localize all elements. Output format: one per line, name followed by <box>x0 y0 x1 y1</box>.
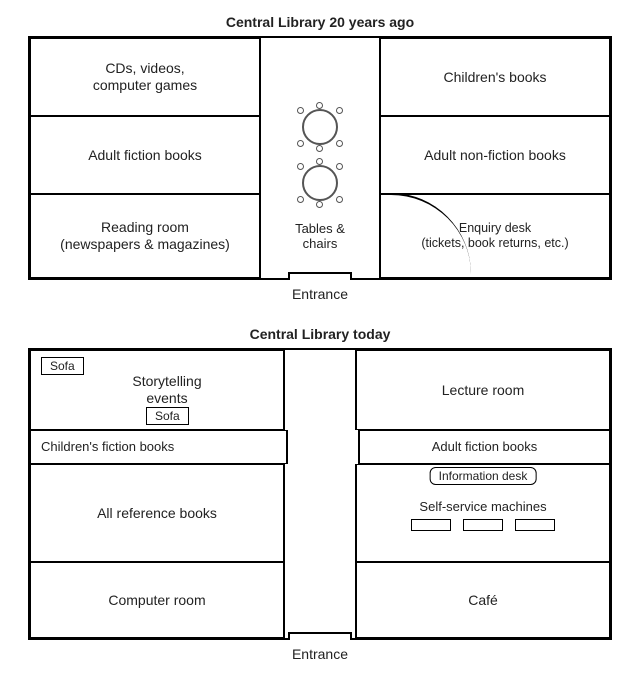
sofa-label: Sofa <box>41 357 84 375</box>
label-anonfic: Adult non-fiction books <box>424 147 566 164</box>
entrance-notch <box>288 632 352 640</box>
past-floorplan: CDs, videos, computer games Children's b… <box>28 36 612 280</box>
entrance-notch <box>288 272 352 280</box>
label-reading: Reading room (newspapers & magazines) <box>60 219 230 253</box>
today-floorplan: Sofa Storytelling events Sofa Lecture ro… <box>28 348 612 640</box>
room-adult-fiction: Adult fiction books <box>30 116 260 194</box>
today-entrance-label: Entrance <box>8 646 632 662</box>
room-childrens-books: Children's books <box>380 38 610 116</box>
center-corridor <box>284 464 356 562</box>
room-childrens-fiction: Children's fiction books <box>30 430 287 464</box>
label-childrens: Children's books <box>443 69 546 86</box>
label-computer: Computer room <box>108 592 205 609</box>
past-entrance-label: Entrance <box>8 286 632 302</box>
center-tables-area <box>260 116 380 194</box>
label-cds: CDs, videos, computer games <box>93 60 197 94</box>
tables-and-chairs <box>302 101 338 209</box>
label-afiction: Adult fiction books <box>88 147 202 164</box>
label-cafe: Café <box>468 592 498 609</box>
label-afic-today: Adult fiction books <box>432 439 538 455</box>
room-cafe: Café <box>356 562 610 638</box>
machine-icon <box>463 519 503 531</box>
tables-chairs-label: Tables & chairs <box>295 221 345 251</box>
label-child-fic: Children's fiction books <box>41 439 174 455</box>
sofa-label: Sofa <box>146 407 189 425</box>
center-corridor <box>284 562 356 638</box>
machine-icon <box>515 519 555 531</box>
label-storytelling: Storytelling events <box>132 373 201 407</box>
label-allref: All reference books <box>97 505 217 522</box>
machine-icon <box>411 519 451 531</box>
today-title: Central Library today <box>8 320 632 348</box>
room-enquiry-desk: Enquiry desk (tickets, book returns, etc… <box>380 194 610 278</box>
past-title: Central Library 20 years ago <box>8 8 632 36</box>
room-all-reference: All reference books <box>30 464 284 562</box>
room-self-service: Information desk Self-service machines <box>356 464 610 562</box>
round-table-icon <box>302 109 338 145</box>
room-cds-videos: CDs, videos, computer games <box>30 38 260 116</box>
information-desk-label: Information desk <box>430 467 537 485</box>
center-corridor <box>287 430 359 464</box>
room-adult-fiction-today: Adult fiction books <box>359 430 610 464</box>
room-lecture: Lecture room <box>356 350 610 430</box>
room-reading-room: Reading room (newspapers & magazines) <box>30 194 260 278</box>
room-storytelling: Sofa Storytelling events Sofa <box>30 350 284 430</box>
self-service-machines <box>411 519 555 531</box>
round-table-icon <box>302 165 338 201</box>
room-adult-nonfiction: Adult non-fiction books <box>380 116 610 194</box>
label-enquiry: Enquiry desk (tickets, book returns, etc… <box>421 221 568 251</box>
room-computer-room: Computer room <box>30 562 284 638</box>
label-ssm: Self-service machines <box>419 499 546 515</box>
label-lecture: Lecture room <box>442 382 524 399</box>
center-corridor <box>284 350 356 430</box>
